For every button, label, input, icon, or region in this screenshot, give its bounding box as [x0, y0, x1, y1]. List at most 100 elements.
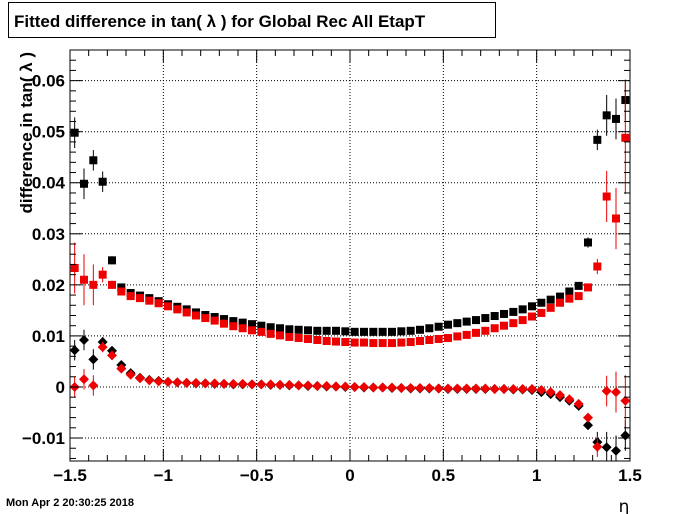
data-point-diamond: [237, 378, 248, 389]
data-point-square: [444, 320, 452, 329]
data-point-square: [416, 325, 424, 334]
data-point-square: [556, 298, 564, 307]
data-point-diamond: [564, 394, 575, 405]
data-point-square: [285, 325, 294, 334]
data-point-diamond: [489, 384, 500, 395]
data-point-square: [108, 280, 116, 289]
data-point-square: [388, 327, 396, 336]
data-point-diamond: [471, 383, 481, 394]
data-point-square: [164, 302, 172, 311]
data-point-diamond: [107, 350, 117, 361]
data-point-diamond: [452, 383, 463, 394]
data-point-diamond: [88, 354, 99, 365]
x-tick-label: −1.5: [53, 466, 87, 485]
data-point-square: [304, 326, 312, 335]
data-point-square: [294, 325, 303, 334]
data-point-square: [154, 299, 163, 308]
data-point-diamond: [508, 384, 519, 395]
y-axis-label: difference in tan( λ ): [17, 52, 36, 214]
data-point-square: [397, 327, 406, 336]
data-point-diamond: [601, 442, 612, 453]
data-point-square: [509, 319, 518, 328]
data-point-diamond: [331, 381, 341, 392]
data-point-diamond: [377, 382, 388, 393]
data-point-square: [70, 128, 79, 137]
y-tick-label: 0.02: [32, 276, 65, 295]
data-point-square: [257, 327, 266, 336]
data-point-diamond: [256, 379, 267, 390]
data-point-square: [80, 275, 88, 284]
data-point-square: [593, 135, 602, 144]
data-point-diamond: [144, 375, 155, 386]
data-point-square: [612, 214, 620, 223]
data-point-diamond: [611, 387, 621, 398]
data-point-square: [276, 324, 284, 333]
series-0: [70, 79, 630, 336]
data-point-square: [70, 264, 79, 273]
data-point-square: [546, 303, 555, 312]
data-point-square: [182, 308, 191, 317]
data-point-square: [621, 133, 630, 142]
data-point-square: [565, 287, 574, 296]
x-tick-label: 1.5: [618, 466, 642, 485]
data-point-diamond: [601, 386, 612, 397]
data-point-square: [220, 319, 228, 328]
data-point-square: [360, 338, 368, 347]
data-point-diamond: [620, 395, 631, 406]
y-tick-label: 0.03: [32, 225, 65, 244]
data-point-square: [518, 305, 527, 314]
grid-lines: [70, 50, 630, 461]
y-tick-label: −0.01: [22, 429, 65, 448]
y-tick-label: 0.04: [32, 174, 66, 193]
data-point-square: [285, 332, 294, 341]
data-point-square: [537, 308, 546, 317]
data-point-square: [238, 318, 247, 327]
data-point-square: [350, 327, 359, 336]
data-point-square: [546, 295, 555, 304]
data-point-diamond: [219, 378, 229, 389]
data-point-square: [145, 296, 154, 305]
data-point-diamond: [97, 342, 108, 353]
data-point-square: [378, 339, 387, 348]
y-tick-label: 0.01: [32, 327, 65, 346]
data-point-square: [266, 323, 275, 332]
data-point-diamond: [275, 379, 285, 390]
data-point-diamond: [545, 387, 556, 398]
data-point-square: [192, 311, 200, 320]
data-point-diamond: [592, 441, 603, 452]
data-point-diamond: [163, 376, 173, 387]
data-point-square: [500, 309, 508, 318]
series-1: [70, 81, 630, 348]
data-point-square: [481, 314, 490, 323]
data-point-square: [117, 283, 126, 292]
data-point-square: [248, 326, 256, 335]
data-point-square: [490, 312, 499, 321]
data-point-square: [294, 333, 303, 342]
series-3: [69, 342, 631, 457]
data-point-square: [89, 156, 98, 165]
data-point-square: [425, 335, 434, 344]
data-point-diamond: [433, 383, 444, 394]
data-point-diamond: [583, 420, 593, 431]
data-markers: [69, 79, 631, 461]
data-point-square: [462, 317, 471, 326]
data-point-square: [425, 324, 434, 333]
data-point-square: [89, 280, 98, 289]
data-point-square: [453, 319, 462, 328]
data-point-square: [397, 338, 406, 347]
data-point-square: [537, 298, 546, 307]
data-point-diamond: [424, 382, 435, 393]
data-point-diamond: [172, 377, 183, 388]
axes: −1.5 −1 −0.5 0 0.5 1 1.5 −0.01 0 0.01 0.02 0.03 0.04…: [22, 49, 642, 485]
data-point-square: [117, 287, 126, 296]
data-point-diamond: [312, 380, 323, 391]
data-point-square: [565, 294, 574, 303]
data-point-square: [98, 270, 107, 279]
data-point-square: [322, 326, 331, 335]
data-point-square: [313, 335, 322, 344]
data-point-square: [126, 292, 135, 301]
data-point-diamond: [284, 379, 295, 390]
x-axis-label: η: [619, 497, 630, 514]
data-point-square: [220, 315, 228, 324]
data-point-square: [313, 326, 322, 335]
